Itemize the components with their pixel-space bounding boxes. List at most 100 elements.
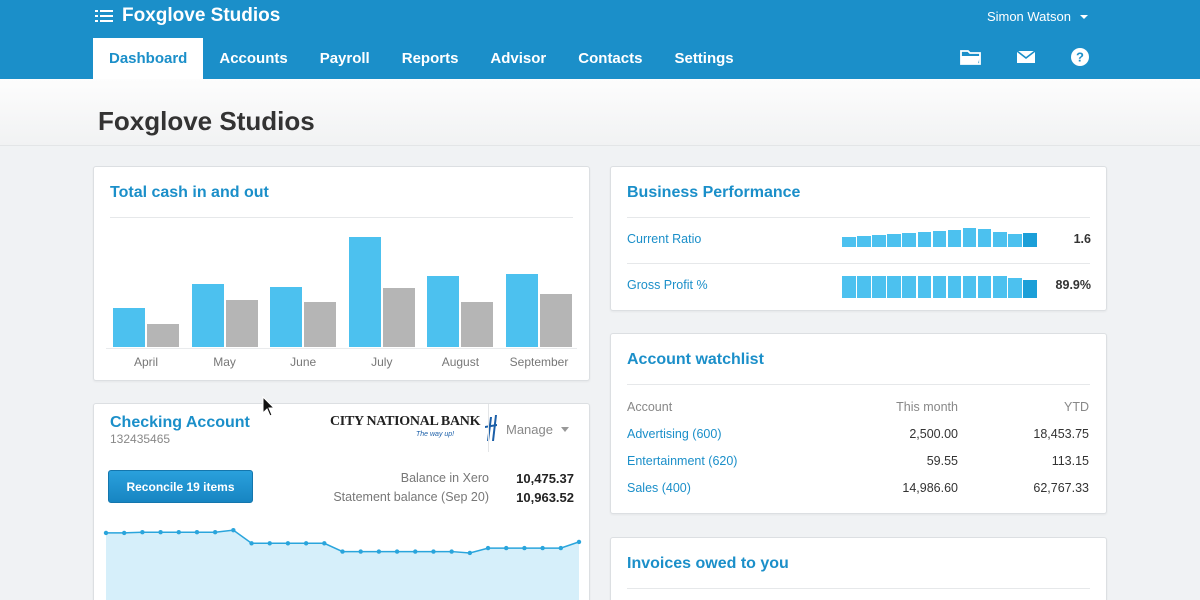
balance-point (285, 541, 291, 546)
tab-accounts[interactable]: Accounts (219, 50, 288, 67)
gross-profit-segment (902, 276, 916, 298)
cash-in-bar[interactable] (427, 275, 460, 347)
balance-point (413, 549, 418, 554)
current-ratio-segment (962, 228, 977, 247)
cash-out-bar[interactable] (382, 287, 415, 347)
balance-xero-label: Balance in Xero (400, 471, 489, 485)
watchlist-month-value: 2,500.00 (909, 427, 958, 441)
balance-point (249, 541, 254, 546)
balance-point (231, 527, 236, 533)
reconcile-button[interactable]: Reconcile 19 items (108, 470, 253, 503)
current-ratio-link[interactable]: Current Ratio (627, 232, 702, 246)
watchlist-card: Account watchlist Account This month YTD… (610, 333, 1107, 514)
balance-point (176, 530, 181, 535)
user-name: Simon Watson (986, 9, 1071, 24)
balance-point (376, 549, 382, 554)
tab-contacts[interactable]: Contacts (578, 50, 643, 67)
gross-profit-segment (917, 276, 932, 298)
cash-out-bar[interactable] (461, 302, 494, 347)
watchlist-account-link[interactable]: Advertising (600) (627, 427, 722, 441)
tab-payroll[interactable]: Payroll (319, 50, 370, 67)
tab-reports[interactable]: Reports (401, 50, 459, 67)
card-title[interactable]: Invoices owed to you (627, 555, 789, 572)
balance-area (106, 530, 579, 600)
card-title[interactable]: Business Performance (627, 184, 801, 201)
x-axis-label: June (290, 355, 317, 369)
current-ratio-segment (857, 236, 871, 247)
mail-icon[interactable] (1015, 47, 1037, 67)
balance-point (358, 549, 363, 554)
chevron-down-icon (1080, 14, 1088, 19)
chevron-down-icon (560, 427, 569, 432)
gross-profit-segment (1023, 280, 1037, 298)
checking-card: Checking Account 132435465 CITY NATIONAL… (93, 403, 590, 600)
cash-in-bar[interactable] (348, 237, 381, 347)
gross-profit-segment (932, 276, 947, 298)
invoices-card: Invoices owed to you (610, 537, 1107, 600)
gross-profit-value: 89.9% (1055, 278, 1091, 292)
x-axis-label: April (133, 355, 158, 369)
column-header-month: This month (896, 400, 958, 414)
x-axis-label: August (441, 355, 480, 369)
divider (627, 588, 1090, 589)
cash-out-bar[interactable] (540, 294, 572, 347)
manage-dropdown[interactable]: Manage (506, 422, 569, 437)
current-ratio-segment (947, 230, 962, 247)
x-axis-label: July (371, 355, 393, 369)
cash-out-bar[interactable] (147, 323, 179, 347)
balance-point (522, 545, 527, 551)
balance-point (158, 530, 163, 535)
statement-balance-value: 10,963.52 (516, 490, 574, 505)
current-ratio-segment (993, 232, 1007, 247)
watchlist-ytd-value: 62,767.33 (1033, 481, 1089, 495)
balance-point (140, 530, 145, 535)
manage-label: Manage (506, 422, 553, 437)
tab-settings[interactable]: Settings (674, 50, 734, 67)
watchlist-ytd-value: 113.15 (1051, 454, 1089, 468)
current-ratio-segment (872, 235, 886, 247)
tab-advisor[interactable]: Advisor (490, 50, 547, 67)
watchlist-account-link[interactable]: Sales (400) (627, 481, 691, 495)
current-ratio-value: 1.6 (1073, 232, 1091, 246)
card-title[interactable]: Total cash in and out (110, 184, 269, 201)
balance-point (212, 530, 218, 535)
help-icon[interactable]: ? (1069, 47, 1091, 67)
current-ratio-segment (902, 233, 916, 247)
org-switcher[interactable]: Foxglove Studios (95, 4, 280, 28)
gross-profit-segment (947, 276, 962, 298)
watchlist-account-link[interactable]: Entertainment (620) (627, 454, 738, 468)
divider (627, 384, 1090, 385)
gross-profit-segment (887, 276, 901, 298)
watchlist-ytd-value: 18,453.75 (1033, 427, 1089, 441)
current-ratio-segment (887, 234, 901, 247)
column-header-account: Account (627, 400, 673, 414)
balance-point (540, 545, 545, 551)
folder-icon[interactable] (960, 47, 982, 67)
cash-in-bar[interactable] (506, 273, 538, 347)
column-header-ytd: YTD (1064, 400, 1089, 414)
current-ratio-segment (842, 237, 856, 247)
cash-in-bar[interactable] (270, 286, 303, 347)
gross-profit-segment (872, 276, 886, 298)
balance-point (267, 541, 272, 546)
cash-out-bar[interactable] (225, 300, 258, 347)
performance-card: Business Performance Current Ratio 1.6 G… (610, 166, 1107, 311)
gross-profit-segment (993, 276, 1007, 298)
menu-list-icon (95, 9, 113, 23)
cash-out-bar[interactable] (304, 302, 337, 347)
bank-name: CITY NATIONAL BANK (330, 414, 481, 429)
cash-in-bar[interactable] (191, 283, 224, 347)
account-title[interactable]: Checking Account (110, 414, 250, 431)
account-number: 132435465 (110, 432, 171, 446)
cash-in-bar[interactable] (113, 308, 145, 347)
balance-point (340, 549, 345, 554)
tab-dashboard[interactable]: Dashboard (93, 38, 204, 79)
balance-point (394, 549, 400, 554)
gross-profit-segment (1008, 278, 1022, 298)
card-title[interactable]: Account watchlist (627, 351, 764, 368)
x-axis-label: September (509, 355, 569, 369)
gross-profit-link[interactable]: Gross Profit % (627, 278, 708, 292)
user-menu[interactable]: Simon Watson (987, 9, 1088, 24)
bank-logo: CITY NATIONAL BANK The way up! (330, 414, 498, 444)
current-ratio-segment (1008, 234, 1022, 247)
